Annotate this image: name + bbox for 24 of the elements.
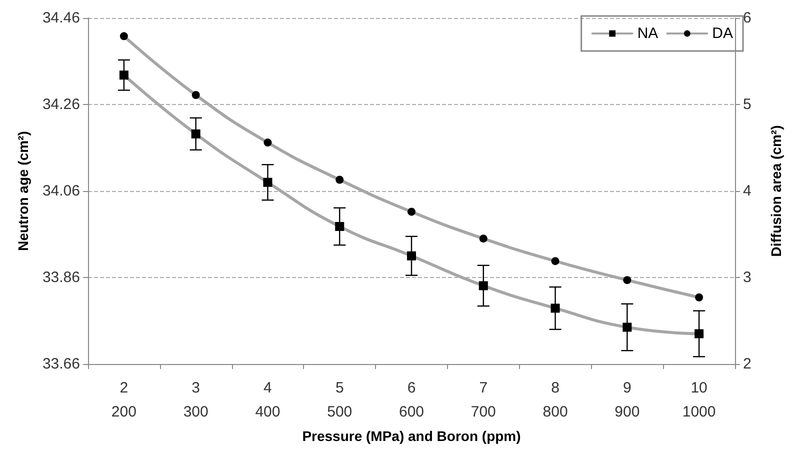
x-tick-label: 4 400 [255, 380, 280, 420]
x-tick-label: 6 600 [398, 380, 424, 420]
x-axis-title: Pressure (MPa) and Boron (ppm) [302, 428, 521, 444]
y2-tick-label: 2 [743, 356, 752, 372]
y-axis-title: Neutron age (cm²) [15, 131, 31, 251]
x-tick-label: 8 800 [542, 380, 568, 420]
x-tick-label: 9 900 [614, 380, 640, 420]
legend-label: NA [637, 25, 658, 42]
y2-axis-title: Diffusion area (cm²) [768, 125, 784, 257]
legend-label: DA [712, 25, 734, 42]
y2-tick-label: 3 [743, 269, 752, 286]
x-tick-label: 2 200 [111, 380, 136, 420]
y2-tick-label: 4 [743, 182, 752, 200]
y-tick-label: 34.26 [42, 96, 80, 113]
x-tick-label: 7 700 [470, 380, 496, 420]
y-tick-label: 33.66 [42, 356, 80, 372]
x-tick-label: 3 300 [183, 380, 208, 420]
y2-tick-label: 6 [743, 10, 752, 26]
x-tick-label: 5 500 [327, 380, 352, 420]
y-tick-label: 34.46 [42, 10, 80, 26]
y-tick-label: 33.86 [42, 269, 80, 286]
x-tick-label: 10 1000 [682, 380, 716, 420]
y-tick-label: 34.06 [42, 182, 80, 200]
y2-tick-label: 5 [743, 96, 752, 113]
